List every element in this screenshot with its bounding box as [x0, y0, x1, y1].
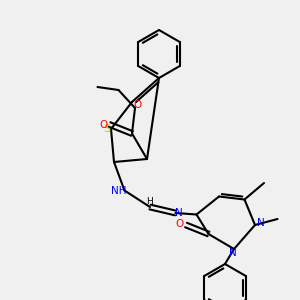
Text: N: N — [229, 248, 236, 259]
Text: S: S — [103, 124, 110, 134]
Text: O: O — [176, 218, 184, 229]
Text: O: O — [99, 119, 108, 130]
Text: O: O — [134, 100, 142, 110]
Text: NH: NH — [111, 185, 127, 196]
Text: N: N — [175, 208, 183, 218]
Text: N: N — [257, 218, 265, 229]
Text: H: H — [147, 197, 153, 206]
